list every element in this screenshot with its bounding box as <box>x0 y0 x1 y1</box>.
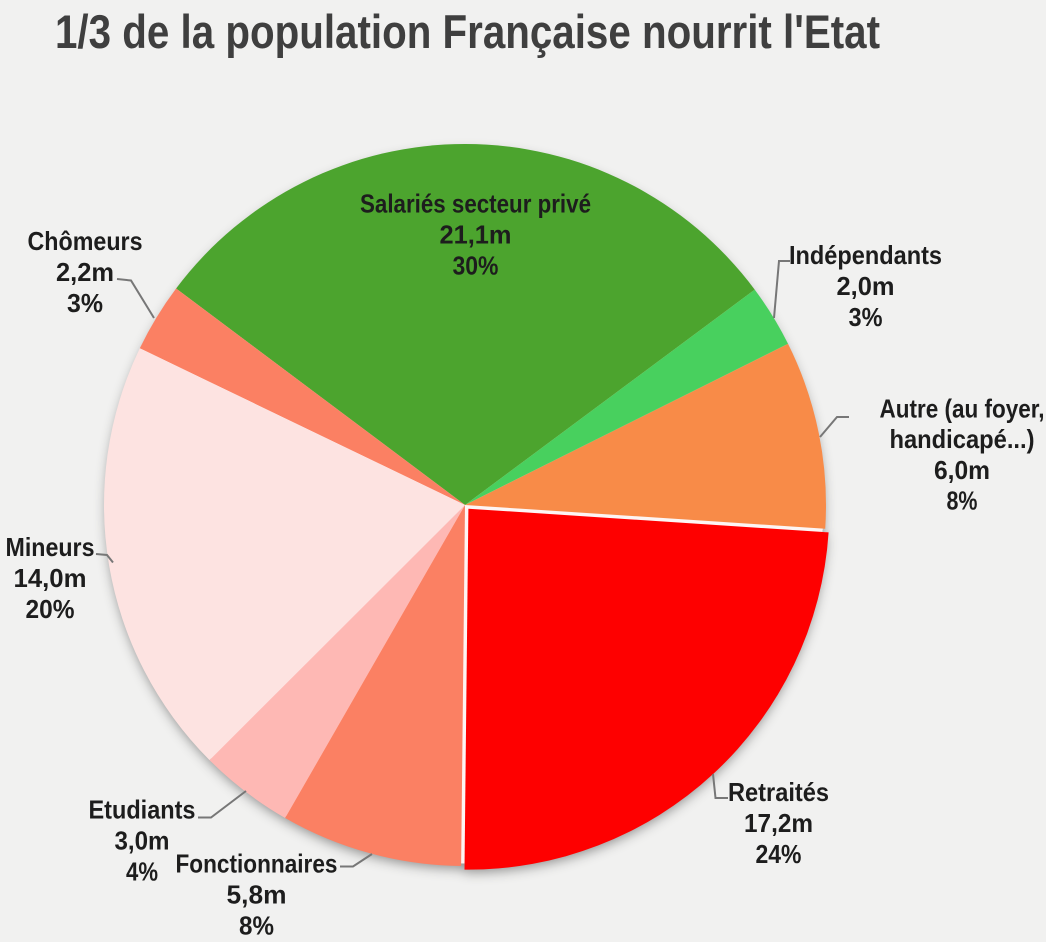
svg-text:17,2m: 17,2m <box>744 808 813 838</box>
svg-text:3,0m: 3,0m <box>115 826 170 856</box>
svg-text:6,0m: 6,0m <box>934 455 990 485</box>
svg-text:Retraités: Retraités <box>728 777 829 807</box>
svg-text:Chômeurs: Chômeurs <box>28 226 143 256</box>
svg-text:Autre (au foyer,: Autre (au foyer, <box>880 394 1045 424</box>
svg-text:2,2m: 2,2m <box>56 257 114 287</box>
svg-text:1/3 de la population Française: 1/3 de la population Française nourrit l… <box>55 5 880 58</box>
svg-text:8%: 8% <box>239 911 274 941</box>
svg-text:30%: 30% <box>453 250 499 280</box>
svg-text:Mineurs: Mineurs <box>6 532 95 562</box>
svg-text:5,8m: 5,8m <box>227 880 287 910</box>
svg-text:Salariés secteur privé: Salariés secteur privé <box>360 188 591 218</box>
svg-text:4%: 4% <box>126 857 158 887</box>
svg-text:20%: 20% <box>26 594 75 624</box>
svg-text:21,1m: 21,1m <box>440 219 512 249</box>
svg-text:24%: 24% <box>756 839 802 869</box>
svg-text:Indépendants: Indépendants <box>789 240 942 270</box>
svg-text:3%: 3% <box>67 288 103 318</box>
svg-text:Etudiants: Etudiants <box>89 795 196 825</box>
svg-text:3%: 3% <box>849 302 883 332</box>
svg-text:8%: 8% <box>947 485 978 515</box>
svg-text:2,0m: 2,0m <box>837 271 895 301</box>
svg-text:14,0m: 14,0m <box>14 563 87 593</box>
svg-text:Fonctionnaires: Fonctionnaires <box>176 849 338 879</box>
svg-text:handicapé...): handicapé...) <box>890 424 1035 454</box>
